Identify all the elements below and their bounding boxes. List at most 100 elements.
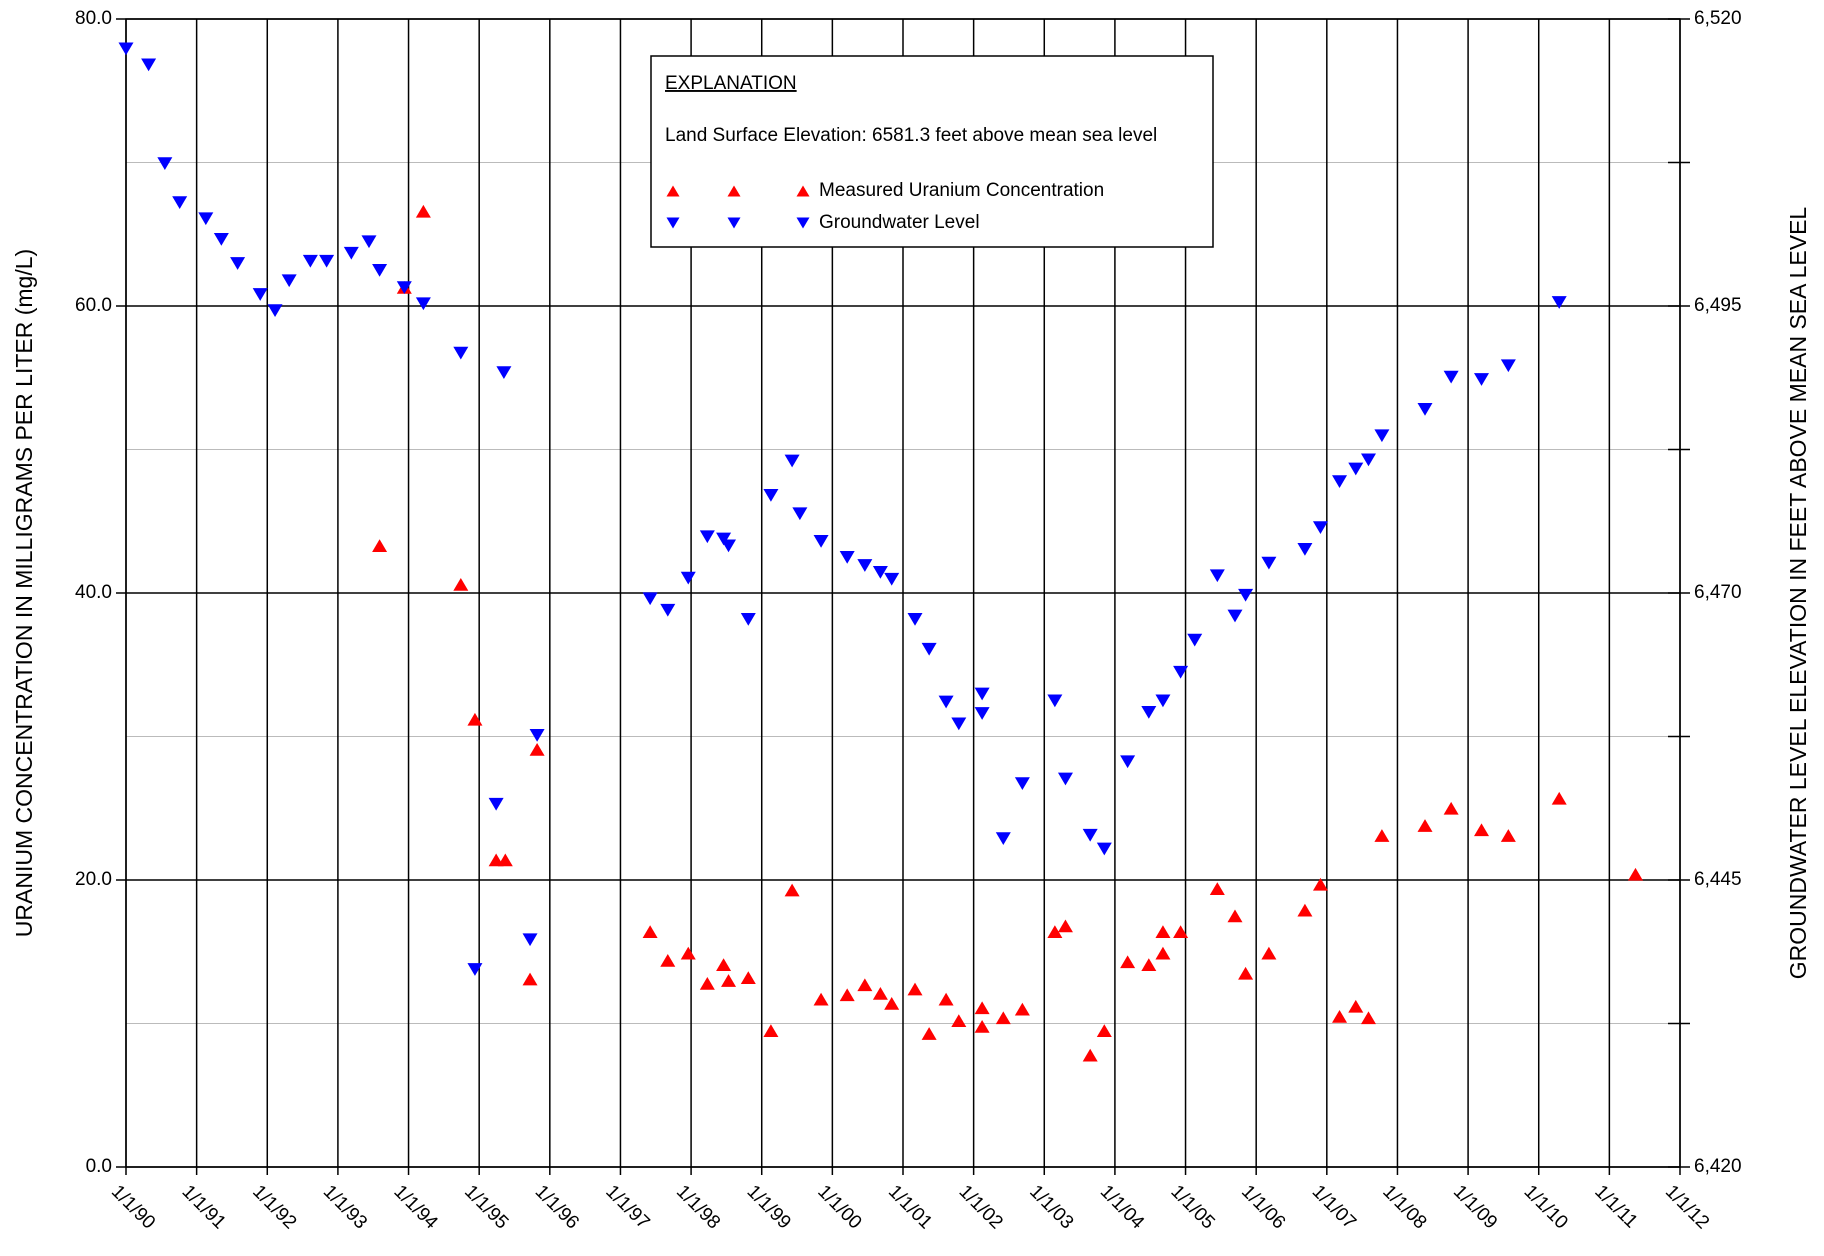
- marker: [995, 1011, 1011, 1025]
- marker: [699, 530, 715, 544]
- marker: [1014, 777, 1030, 790]
- marker: [1082, 1048, 1098, 1062]
- marker: [763, 1024, 779, 1038]
- marker: [1627, 867, 1643, 881]
- x-tick-label: 1/1/02: [955, 1181, 1007, 1233]
- marker: [1238, 588, 1254, 602]
- marker: [1332, 475, 1348, 489]
- marker: [1155, 946, 1171, 960]
- marker: [396, 281, 412, 295]
- x-tick-label: 1/1/08: [1378, 1181, 1430, 1233]
- marker: [1173, 665, 1189, 679]
- marker: [1374, 429, 1390, 443]
- legend-marker: [796, 185, 810, 197]
- x-tick-label: 1/1/00: [813, 1181, 865, 1233]
- marker: [1474, 373, 1490, 386]
- x-tick-label: 1/1/03: [1025, 1181, 1077, 1233]
- marker: [302, 254, 318, 268]
- marker: [453, 578, 469, 591]
- legend-marker: [666, 217, 680, 229]
- y-tick-label: 40.0: [75, 582, 112, 603]
- y2-tick-label: 6,495: [1694, 295, 1742, 316]
- marker: [252, 288, 268, 301]
- legend-marker: [666, 185, 680, 197]
- marker: [1209, 882, 1225, 895]
- marker: [680, 571, 696, 585]
- marker: [1500, 359, 1516, 373]
- marker: [1047, 694, 1063, 708]
- marker: [1141, 958, 1157, 972]
- marker: [784, 454, 800, 468]
- marker: [1443, 801, 1459, 815]
- marker: [529, 728, 545, 742]
- marker: [1474, 823, 1490, 837]
- marker: [813, 534, 829, 548]
- marker: [974, 707, 990, 720]
- x-tick-label: 1/1/11: [1590, 1181, 1641, 1232]
- marker: [213, 233, 229, 246]
- marker: [974, 687, 990, 701]
- marker: [1551, 296, 1567, 309]
- marker: [497, 853, 513, 867]
- marker: [1261, 556, 1277, 570]
- y-tick-label: 0.0: [86, 1156, 112, 1177]
- marker: [857, 978, 873, 992]
- marker: [951, 1014, 967, 1028]
- marker: [281, 274, 297, 288]
- marker: [716, 532, 732, 546]
- marker: [230, 257, 246, 270]
- x-tick-label: 1/1/95: [460, 1181, 512, 1233]
- marker: [1360, 1011, 1376, 1025]
- legend-box: [650, 55, 1214, 248]
- x-tick-label: 1/1/93: [319, 1181, 371, 1233]
- marker: [1155, 925, 1171, 939]
- marker: [1374, 829, 1390, 842]
- marker: [857, 559, 873, 572]
- x-tick-label: 1/1/06: [1237, 1181, 1289, 1233]
- x-tick-label: 1/1/12: [1661, 1181, 1713, 1233]
- marker: [1120, 755, 1136, 769]
- legend-label: Measured Uranium Concentration: [819, 180, 1104, 201]
- marker: [453, 346, 469, 360]
- marker: [267, 304, 283, 317]
- marker: [141, 58, 157, 72]
- x-tick-label: 1/1/07: [1308, 1181, 1360, 1233]
- marker: [496, 366, 512, 379]
- marker: [660, 953, 676, 967]
- marker: [467, 963, 483, 976]
- marker: [1348, 462, 1364, 476]
- y2-tick-label: 6,520: [1694, 8, 1742, 29]
- x-tick-label: 1/1/09: [1449, 1181, 1501, 1233]
- marker: [974, 1001, 990, 1015]
- marker: [938, 992, 954, 1006]
- marker: [872, 986, 888, 1000]
- marker: [1360, 453, 1376, 467]
- marker: [872, 565, 888, 579]
- annotation: Land Surface Elevation: 6581.3 feet abov…: [665, 125, 1157, 146]
- x-tick-label: 1/1/10: [1520, 1181, 1572, 1233]
- marker: [884, 572, 900, 586]
- marker: [118, 42, 134, 56]
- marker: [921, 1027, 937, 1040]
- legend-label: Groundwater Level: [819, 212, 980, 233]
- legend-marker: [727, 185, 741, 197]
- marker: [488, 797, 504, 811]
- x-tick-label: 1/1/99: [743, 1181, 795, 1233]
- y-tick-label: 60.0: [75, 295, 112, 316]
- marker: [522, 933, 538, 947]
- marker: [1227, 609, 1243, 623]
- x-tick-label: 1/1/05: [1166, 1181, 1218, 1233]
- marker: [1238, 966, 1254, 980]
- x-tick-label: 1/1/92: [248, 1181, 300, 1233]
- marker: [1209, 569, 1225, 583]
- marker: [884, 997, 900, 1010]
- legend-title: EXPLANATION: [665, 73, 797, 94]
- marker: [1312, 521, 1328, 534]
- y2-tick-label: 6,420: [1694, 1156, 1742, 1177]
- y2-tick-label: 6,445: [1694, 869, 1742, 890]
- marker: [1443, 370, 1459, 384]
- marker: [642, 925, 658, 939]
- marker: [1141, 706, 1157, 719]
- marker: [813, 992, 829, 1006]
